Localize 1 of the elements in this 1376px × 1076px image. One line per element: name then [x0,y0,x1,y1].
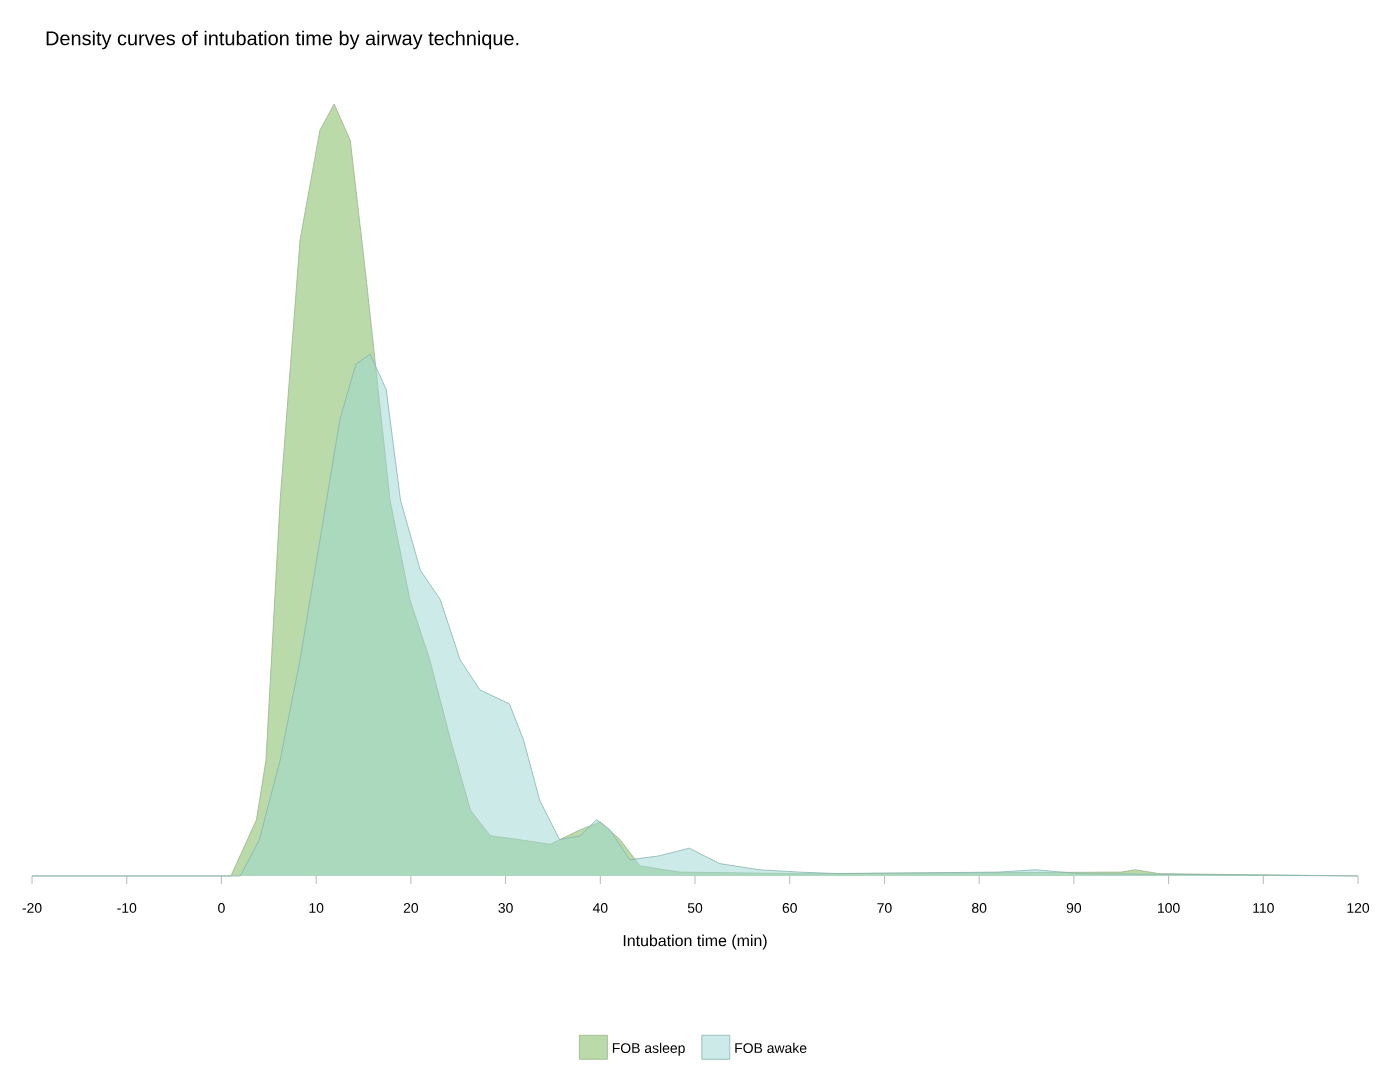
chart-title: Density curves of intubation time by airway technique. [46,30,519,50]
